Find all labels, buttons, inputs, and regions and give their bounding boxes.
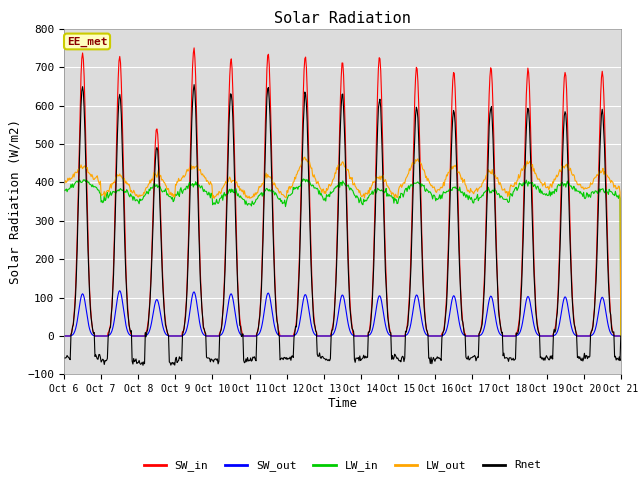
LW_in <box>70 182 78 188</box>
SW_in <box>60 333 68 339</box>
LW_out <box>428 183 435 189</box>
LW_out <box>127 188 135 193</box>
Rnet <box>70 313 78 319</box>
X-axis label: Time: Time <box>328 397 357 410</box>
SW_out <box>214 333 222 339</box>
LW_out <box>214 191 221 197</box>
Rnet <box>185 239 193 245</box>
Rnet <box>617 333 625 339</box>
LW_out <box>617 333 625 339</box>
Rnet <box>215 359 223 364</box>
Line: LW_in: LW_in <box>64 179 621 336</box>
Text: EE_met: EE_met <box>67 36 108 47</box>
LW_out <box>60 181 68 187</box>
LW_out <box>70 174 78 180</box>
Line: LW_out: LW_out <box>64 157 621 336</box>
LW_in <box>127 193 135 199</box>
SW_in <box>190 45 198 51</box>
SW_out <box>411 297 419 302</box>
LW_in <box>214 200 221 205</box>
LW_in <box>617 333 625 339</box>
Rnet <box>190 82 198 87</box>
LW_in <box>300 176 307 182</box>
Line: SW_out: SW_out <box>64 291 621 336</box>
SW_out <box>617 333 625 339</box>
Rnet <box>428 361 436 367</box>
SW_in <box>428 333 435 339</box>
SW_in <box>411 94 419 99</box>
Title: Solar Radiation: Solar Radiation <box>274 11 411 26</box>
Rnet <box>127 328 135 334</box>
LW_in <box>184 186 192 192</box>
Rnet <box>60 356 68 361</box>
LW_in <box>411 180 419 186</box>
Y-axis label: Solar Radiation (W/m2): Solar Radiation (W/m2) <box>9 119 22 284</box>
SW_out <box>60 333 68 339</box>
SW_out <box>128 333 136 339</box>
SW_out <box>116 288 124 294</box>
SW_in <box>617 333 625 339</box>
SW_out <box>185 317 193 323</box>
Line: SW_in: SW_in <box>64 48 621 336</box>
SW_out <box>428 333 435 339</box>
LW_out <box>411 160 419 166</box>
SW_in <box>184 254 192 260</box>
LW_out <box>301 154 308 160</box>
LW_in <box>428 191 435 196</box>
Rnet <box>412 112 419 118</box>
SW_in <box>214 333 222 339</box>
Legend: SW_in, SW_out, LW_in, LW_out, Rnet: SW_in, SW_out, LW_in, LW_out, Rnet <box>139 456 546 476</box>
LW_in <box>60 187 68 193</box>
Line: Rnet: Rnet <box>64 84 621 365</box>
SW_in <box>70 312 78 317</box>
SW_in <box>127 332 135 337</box>
SW_out <box>70 330 78 336</box>
Rnet <box>139 362 147 368</box>
LW_out <box>184 168 192 174</box>
